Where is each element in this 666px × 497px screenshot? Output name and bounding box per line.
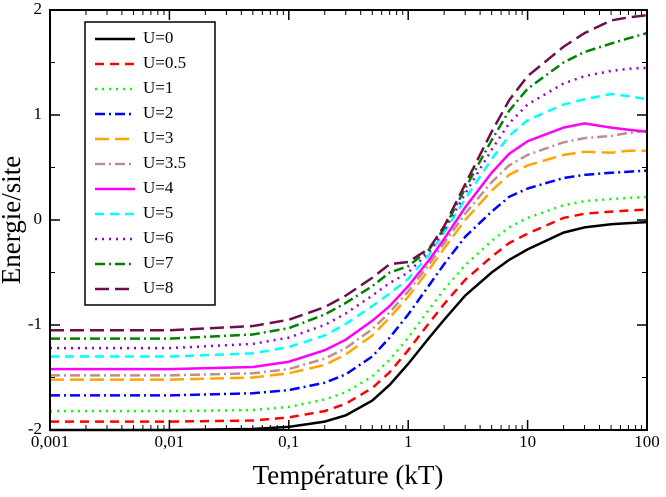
y-tick-label: 0 xyxy=(34,209,43,228)
legend-label: U=4 xyxy=(143,178,174,197)
legend-box xyxy=(84,21,216,306)
x-tick-label: 0,001 xyxy=(31,432,69,451)
legend-label: U=0 xyxy=(143,28,173,47)
legend-label: U=2 xyxy=(143,103,173,122)
y-axis-label: Energie/site xyxy=(0,156,26,284)
series-line xyxy=(50,169,648,397)
legend-label: U=0.5 xyxy=(143,53,186,72)
series-line xyxy=(50,220,648,432)
series-line xyxy=(50,129,648,377)
x-tick-label: 0,1 xyxy=(278,432,299,451)
series-line xyxy=(50,195,648,413)
x-tick-label: 100 xyxy=(634,432,660,451)
x-tick-label: 1 xyxy=(404,432,413,451)
series-line xyxy=(50,149,647,381)
y-tick-label: 2 xyxy=(34,0,43,18)
series-line xyxy=(50,92,648,358)
y-tick-label: -2 xyxy=(28,419,42,438)
x-axis-label: Température (kT) xyxy=(253,460,444,490)
legend-label: U=1 xyxy=(143,78,173,97)
series-line xyxy=(50,122,648,371)
legend-label: U=3 xyxy=(143,128,173,147)
legend-label: U=8 xyxy=(143,278,173,297)
y-tick-label: -1 xyxy=(28,314,42,333)
legend-label: U=7 xyxy=(143,253,174,272)
x-tick-label: 0,01 xyxy=(155,432,185,451)
y-tick-label: 1 xyxy=(34,104,43,123)
series-line xyxy=(50,208,648,423)
x-tick-label: 10 xyxy=(519,432,536,451)
legend-label: U=3.5 xyxy=(143,153,186,172)
series-line xyxy=(50,66,648,350)
series-line xyxy=(50,14,648,332)
legend-label: U=6 xyxy=(143,228,173,247)
legend-label: U=5 xyxy=(143,203,173,222)
